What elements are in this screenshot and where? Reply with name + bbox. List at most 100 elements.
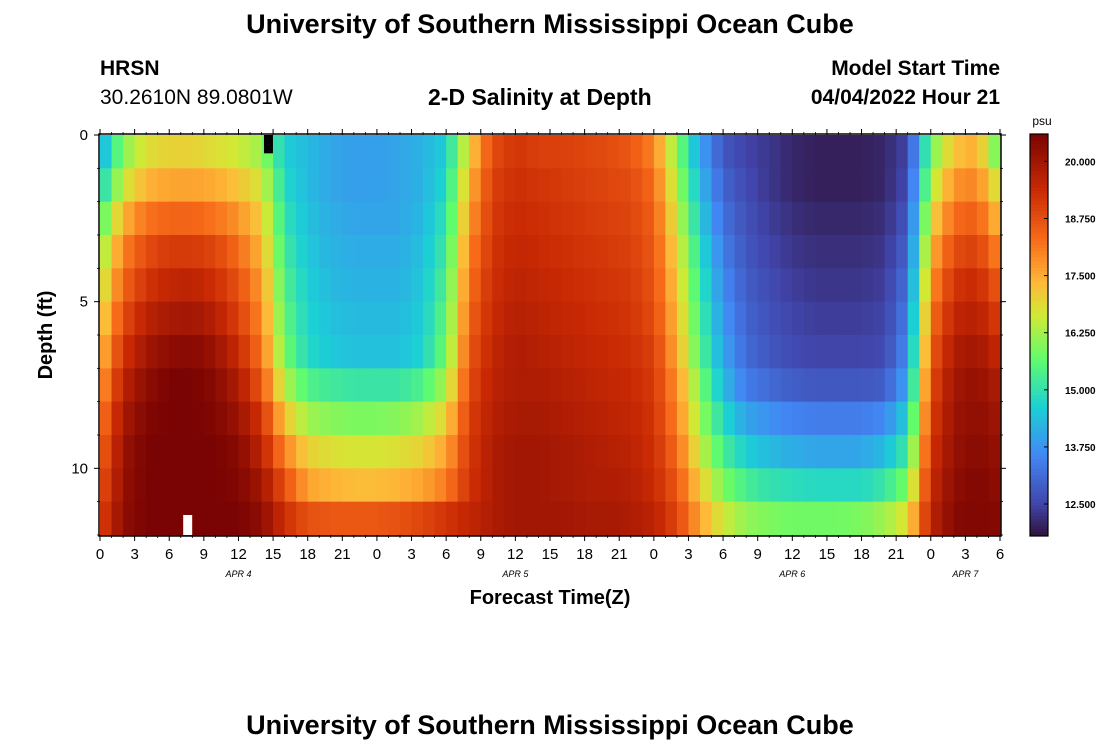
heatmap-cell [365, 368, 378, 403]
heatmap-cell [930, 268, 943, 303]
heatmap-cell [688, 168, 701, 203]
heatmap-cell [792, 301, 805, 336]
heatmap-cell [100, 268, 112, 303]
heatmap-cell [457, 168, 470, 203]
heatmap-cell [965, 135, 978, 169]
heatmap-cell [123, 501, 136, 536]
heatmap-cell [238, 135, 251, 169]
heatmap-cell [538, 468, 551, 503]
colorbar: 20.000 18.750 17.500 16.250 15.000 13.750 12.5… [1029, 133, 1096, 537]
heatmap-cell [861, 335, 874, 369]
plot-title: 2-D Salinity at Depth [428, 84, 652, 110]
heatmap-cell [492, 201, 505, 236]
heatmap-cell [515, 501, 528, 536]
heatmap-cell [273, 301, 286, 336]
heatmap-cell [769, 401, 782, 436]
heatmap-cell [100, 168, 112, 203]
heatmap-cell [423, 435, 436, 469]
heatmap-cell [919, 368, 932, 403]
heatmap-cell [296, 168, 309, 203]
heatmap-cell [746, 468, 759, 503]
heatmap-cell [665, 268, 678, 303]
colorbar-segment [1030, 365, 1048, 369]
heatmap-cell [134, 135, 147, 169]
heatmap-cell [538, 268, 551, 303]
heatmap-cell [180, 135, 193, 169]
heatmap-cell [503, 135, 516, 169]
heatmap-cell [180, 301, 193, 336]
colorbar-segment [1030, 388, 1048, 393]
heatmap-cell [376, 168, 389, 203]
heatmap-cell [873, 168, 886, 203]
heatmap-cell [319, 435, 332, 469]
heatmap-cell [884, 501, 897, 536]
heatmap-cell [296, 435, 309, 469]
heatmap-cell [757, 235, 770, 269]
heatmap-cell [953, 435, 966, 469]
heatmap-cell [861, 201, 874, 236]
heatmap-cell [619, 368, 632, 403]
heatmap-cell [515, 301, 528, 336]
heatmap-cell [630, 335, 643, 369]
heatmap-cell [284, 435, 297, 469]
heatmap-cell [723, 435, 736, 469]
heatmap-cell [861, 401, 874, 436]
colorbar-segment [1030, 318, 1048, 323]
heatmap-cell [273, 168, 286, 203]
heatmap-cell [388, 401, 401, 436]
heatmap-cell [203, 135, 216, 169]
heatmap-cell [376, 501, 389, 536]
heatmap-cell [480, 268, 493, 303]
heatmap-cell [665, 401, 678, 436]
colorbar-segment [1030, 458, 1048, 463]
heatmap-cell [319, 501, 332, 536]
heatmap-cell [711, 168, 724, 203]
heatmap-cell [365, 235, 378, 269]
heatmap-cell [873, 401, 886, 436]
heatmap-cell [884, 135, 897, 169]
heatmap-cell [573, 501, 586, 536]
heatmap-cell [838, 468, 851, 503]
heatmap-cell [434, 335, 447, 369]
heatmap-cell [976, 235, 989, 269]
heatmap-cell [526, 368, 539, 403]
colorbar-segment [1030, 442, 1048, 447]
heatmap-cell [226, 335, 239, 369]
heatmap-cell [642, 168, 655, 203]
heatmap-cell [723, 301, 736, 336]
colorbar-segment [1030, 291, 1048, 296]
heatmap-cell [203, 235, 216, 269]
heatmap-cell [330, 268, 343, 303]
colorbar-segment [1030, 412, 1048, 416]
heatmap-cell [584, 235, 597, 269]
day-label: APR 6 [778, 569, 805, 579]
heatmap-cell [215, 135, 228, 169]
heatmap-cell [134, 201, 147, 236]
heatmap-cell [757, 335, 770, 369]
heatmap-cell [942, 235, 955, 269]
heatmap-cell [896, 201, 909, 236]
heatmap-cell [792, 135, 805, 169]
heatmap-cell [469, 501, 482, 536]
heatmap-cell [273, 135, 286, 169]
heatmap-cell [561, 468, 574, 503]
heatmap-cell [123, 435, 136, 469]
heatmap-cell [215, 368, 228, 403]
heatmap-cell [688, 201, 701, 236]
heatmap-cell [723, 135, 736, 169]
heatmap-cell [676, 168, 689, 203]
heatmap-cell [261, 368, 274, 403]
colorbar-segment [1030, 167, 1048, 172]
heatmap-cell [988, 401, 1001, 436]
heatmap-cell [157, 335, 170, 369]
heatmap-cell [515, 168, 528, 203]
heatmap-cell [688, 135, 701, 169]
heatmap-cell [400, 501, 412, 536]
heatmap-cell [861, 501, 874, 536]
heatmap-cell [388, 335, 401, 369]
colorbar-segment [1030, 492, 1048, 497]
heatmap-cell [319, 401, 332, 436]
heatmap-cell [515, 135, 528, 169]
heatmap-cell [711, 435, 724, 469]
heatmap-cell [330, 168, 343, 203]
